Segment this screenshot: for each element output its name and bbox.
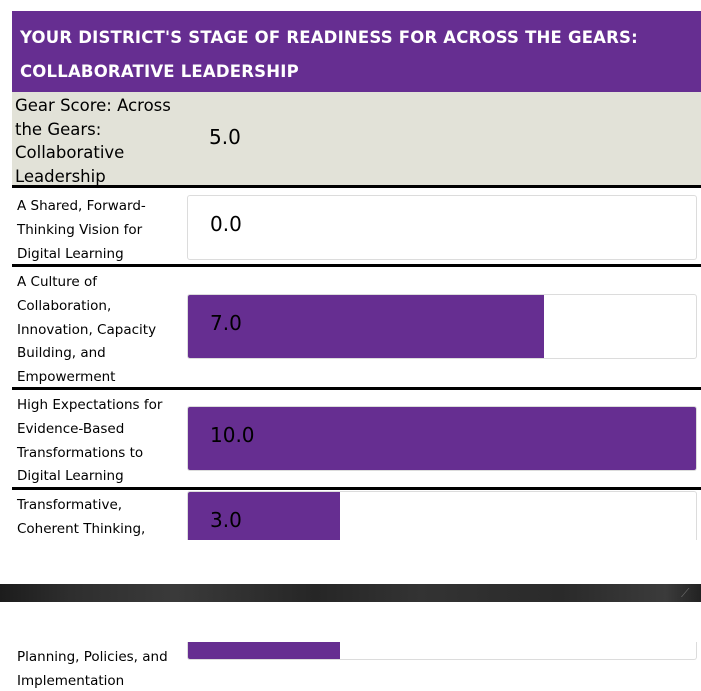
score-bar-fill	[188, 295, 544, 358]
row-label-line: Planning, Policies, and	[17, 649, 168, 665]
score-bar-fill	[188, 407, 696, 470]
row-label-line: Evidence-Based	[17, 420, 125, 437]
score-bar-fill	[188, 642, 341, 659]
page-break-strip: ⟋	[0, 584, 701, 602]
gear-score-label-line: Collaborative	[15, 143, 125, 162]
score-bar-value: 0.0	[210, 212, 242, 236]
row-label-line: Transformative,	[17, 497, 123, 513]
row-label-line: Empowerment	[17, 369, 116, 386]
score-bar-value: 7.0	[210, 311, 242, 335]
score-row-shared-vision: A Shared, Forward- Thinking Vision for D…	[12, 191, 701, 267]
row-label-line: Coherent Thinking,	[17, 520, 146, 537]
row-label-line: A Shared, Forward-	[17, 198, 146, 214]
score-row-transformative-thinking: Transformative, Coherent Thinking, 3.0	[12, 490, 701, 540]
row-label: High Expectations for Evidence-Based Tra…	[17, 394, 177, 489]
row-label-line: Thinking Vision for	[17, 221, 143, 238]
decorative-mark-icon: ⟋	[681, 586, 690, 600]
gear-score-label-line: Leadership	[15, 166, 106, 186]
row-label: A Culture of Collaboration, Innovation, …	[17, 271, 177, 390]
row-label: Planning, Policies, and Implementation	[17, 646, 177, 691]
score-bar-value: 10.0	[210, 423, 255, 447]
gear-score-label-line: the Gears:	[15, 119, 102, 139]
gear-score-row: Gear Score: Across the Gears: Collaborat…	[12, 92, 701, 188]
score-bar-track: 7.0	[187, 294, 697, 359]
row-label-line: Digital Learning	[17, 468, 124, 485]
row-label-line: Transformations to	[17, 444, 144, 461]
score-bar-track: 3.0	[187, 491, 697, 540]
score-bar-track: 0.0	[187, 195, 697, 260]
row-label: Transformative, Coherent Thinking,	[17, 494, 177, 540]
score-bar-fill	[188, 492, 341, 540]
gear-score-label-line: Gear Score: Across	[15, 96, 171, 115]
row-label-line: A Culture of	[17, 274, 97, 290]
score-row-culture-of-collaboration: A Culture of Collaboration, Innovation, …	[12, 267, 701, 390]
row-label-line: High Expectations for	[17, 397, 163, 413]
readiness-header: YOUR DISTRICT'S STAGE OF READINESS FOR A…	[12, 11, 701, 92]
header-title-line-2: COLLABORATIVE LEADERSHIP	[20, 62, 299, 81]
header-title-line-1: YOUR DISTRICT'S STAGE OF READINESS FOR A…	[20, 28, 638, 47]
score-row-continued: Planning, Policies, and Implementation	[12, 642, 701, 691]
gear-score-label: Gear Score: Across the Gears: Collaborat…	[15, 94, 185, 188]
score-bar-track: 10.0	[187, 406, 697, 471]
score-bar-value: 3.0	[210, 508, 242, 532]
row-label-line: Implementation	[17, 672, 125, 689]
row-label-line: Innovation, Capacity	[17, 321, 157, 338]
gear-score-value: 5.0	[209, 125, 241, 149]
row-label-line: Collaboration,	[17, 297, 112, 314]
score-row-high-expectations: High Expectations for Evidence-Based Tra…	[12, 390, 701, 490]
score-bar-track	[187, 642, 697, 660]
row-label: A Shared, Forward- Thinking Vision for D…	[17, 195, 177, 266]
row-label-line: Building, and	[17, 345, 106, 362]
row-label-line: Digital Learning	[17, 245, 124, 262]
